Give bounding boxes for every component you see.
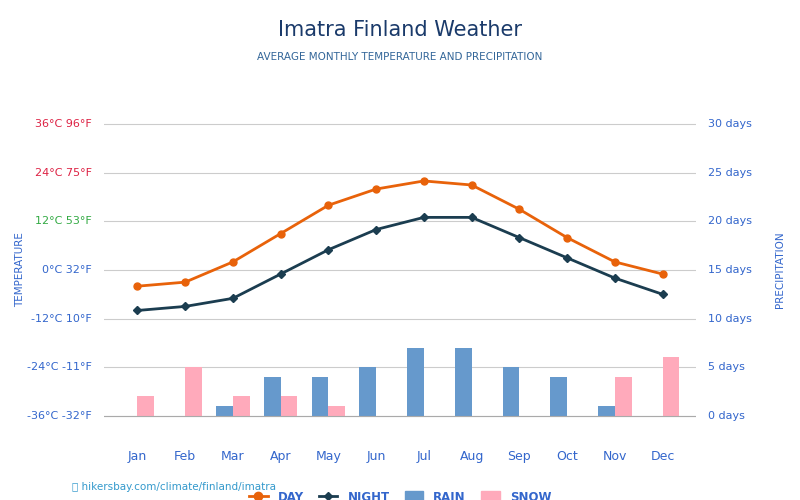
Bar	[328, 406, 345, 415]
Text: 10 days: 10 days	[708, 314, 752, 324]
Bar	[264, 377, 281, 416]
Text: PRECIPITATION: PRECIPITATION	[775, 232, 785, 308]
Text: AVERAGE MONTHLY TEMPERATURE AND PRECIPITATION: AVERAGE MONTHLY TEMPERATURE AND PRECIPIT…	[258, 52, 542, 62]
Bar	[407, 348, 424, 416]
Text: -36°C -32°F: -36°C -32°F	[27, 410, 92, 420]
Text: 24°C 75°F: 24°C 75°F	[35, 168, 92, 178]
Bar	[216, 406, 233, 415]
Bar	[138, 396, 154, 415]
Text: 36°C 96°F: 36°C 96°F	[35, 120, 92, 130]
Bar	[185, 367, 202, 416]
Text: 5 days: 5 days	[708, 362, 745, 372]
Text: 12°C 53°F: 12°C 53°F	[35, 216, 92, 226]
Text: -12°C 10°F: -12°C 10°F	[31, 314, 92, 324]
Bar	[359, 367, 376, 416]
Text: ⌖ hikersbay.com/climate/finland/imatra: ⌖ hikersbay.com/climate/finland/imatra	[72, 482, 276, 492]
Legend: DAY, NIGHT, RAIN, SNOW: DAY, NIGHT, RAIN, SNOW	[244, 486, 556, 500]
Text: 0°C 32°F: 0°C 32°F	[42, 265, 92, 275]
Text: TEMPERATURE: TEMPERATURE	[15, 232, 25, 308]
Text: 20 days: 20 days	[708, 216, 752, 226]
Text: 0 days: 0 days	[708, 410, 745, 420]
Text: 30 days: 30 days	[708, 120, 752, 130]
Bar	[662, 358, 679, 416]
Bar	[281, 396, 298, 415]
Text: 15 days: 15 days	[708, 265, 752, 275]
Bar	[233, 396, 250, 415]
Bar	[615, 377, 631, 416]
Bar	[598, 406, 615, 415]
Text: 25 days: 25 days	[708, 168, 752, 178]
Text: Imatra Finland Weather: Imatra Finland Weather	[278, 20, 522, 40]
Bar	[312, 377, 328, 416]
Bar	[550, 377, 567, 416]
Bar	[455, 348, 472, 416]
Bar	[502, 367, 519, 416]
Text: -24°C -11°F: -24°C -11°F	[27, 362, 92, 372]
